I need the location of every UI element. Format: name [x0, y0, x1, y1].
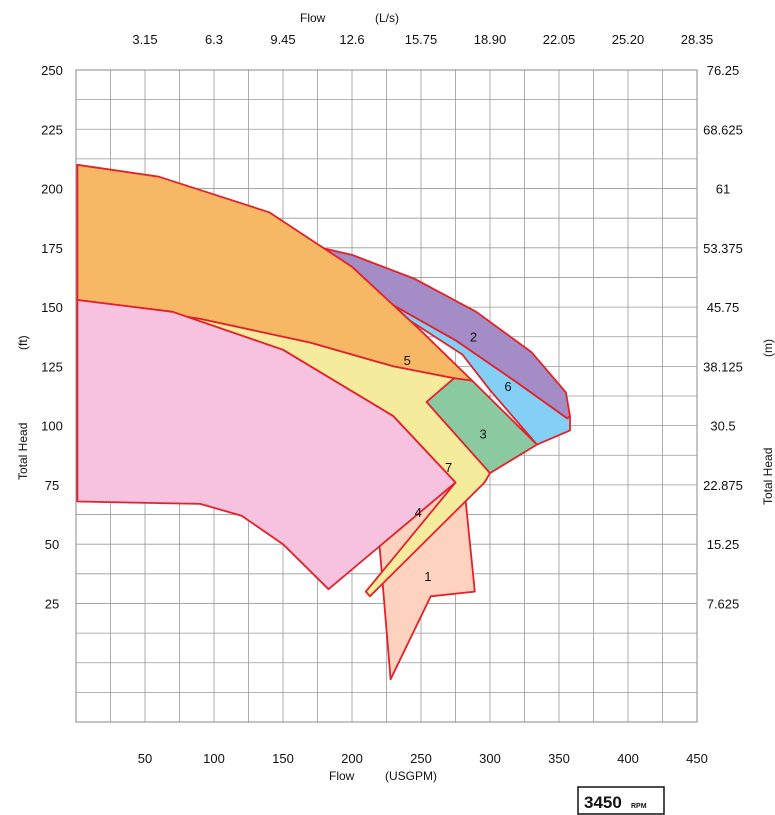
top-tick-label: 6.3 [205, 32, 223, 47]
zone-7-label: 7 [445, 460, 452, 475]
top-tick-label: 15.75 [405, 32, 438, 47]
bottom-tick-label: 250 [410, 751, 432, 766]
left-tick-label: 50 [45, 537, 59, 552]
top-tick-label: 18.90 [474, 32, 507, 47]
top-tick-label: 28.35 [681, 32, 714, 47]
left-tick-label: 75 [45, 478, 59, 493]
left-tick-label: 175 [41, 241, 63, 256]
zone-4-label: 4 [415, 505, 422, 520]
left-tick-label: 25 [45, 596, 59, 611]
left-tick-label: 150 [41, 300, 63, 315]
zone-6-area [378, 296, 571, 446]
zone-6-label: 6 [504, 379, 511, 394]
zone-3-label: 3 [479, 427, 486, 442]
bottom-tick-label: 450 [686, 751, 708, 766]
zone-2-label: 2 [470, 329, 477, 344]
zone-1-label: 1 [424, 569, 431, 584]
right-tick-label: 53.375 [703, 241, 743, 256]
left-tick-label: 225 [41, 122, 63, 137]
right-tick-label: 22.875 [703, 478, 743, 493]
right-tick-label: 68.625 [703, 122, 743, 137]
bottom-tick-label: 150 [272, 751, 294, 766]
top-tick-label: 3.15 [132, 32, 157, 47]
zone-4-area [76, 299, 457, 591]
zone-5-label: 5 [404, 353, 411, 368]
left-axis-title: Total Head [16, 423, 30, 480]
right-tick-label: 76.25 [707, 63, 740, 78]
top-tick-label: 25.20 [612, 32, 645, 47]
rpm-badge-border [577, 786, 665, 815]
bottom-axis-unit: (USGPM) [385, 769, 437, 783]
left-tick-label: 250 [41, 63, 63, 78]
right-tick-label: 7.625 [707, 596, 740, 611]
rpm-unit: RPM [631, 803, 647, 810]
right-tick-label: 30.5 [710, 419, 735, 434]
right-tick-label: 61 [716, 182, 730, 197]
left-tick-label: 200 [41, 182, 63, 197]
bottom-tick-label: 400 [617, 751, 639, 766]
top-tick-label: 12.6 [339, 32, 364, 47]
rpm-badge: 3450 RPM [577, 786, 665, 815]
bottom-axis-title: Flow [329, 769, 355, 783]
right-tick-label: 15.25 [707, 537, 740, 552]
left-tick-label: 125 [41, 359, 63, 374]
right-axis-title: Total Head [761, 448, 775, 505]
top-tick-label: 9.45 [270, 32, 295, 47]
right-tick-label: 38.125 [703, 359, 743, 374]
right-axis-unit: (m) [761, 339, 775, 357]
bottom-tick-label: 100 [203, 751, 225, 766]
left-tick-label: 100 [41, 419, 63, 434]
bottom-tick-label: 50 [138, 751, 152, 766]
top-tick-label: 22.05 [543, 32, 576, 47]
bottom-tick-label: 300 [479, 751, 501, 766]
right-tick-label: 45.75 [707, 300, 740, 315]
left-axis-unit: (ft) [16, 335, 30, 350]
rpm-value: 3450 [584, 793, 622, 812]
pump-zones [76, 163, 571, 681]
bottom-tick-label: 200 [341, 751, 363, 766]
top-axis-title: Flow [300, 11, 326, 25]
zone-labels: 1 2 6 3 5 7 4 [404, 329, 512, 583]
bottom-tick-label: 350 [548, 751, 570, 766]
top-axis-unit: (L/s) [375, 11, 399, 25]
